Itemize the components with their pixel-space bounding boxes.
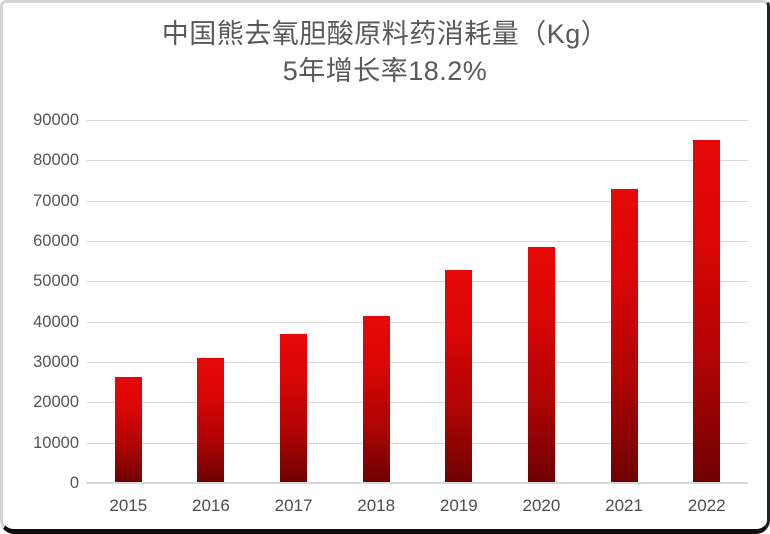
bar-2016: [197, 358, 225, 482]
y-tick-label: 80000: [33, 151, 79, 170]
bar-2021: [610, 189, 638, 482]
bar-2019: [445, 269, 473, 482]
chart-title-line2: 5年增长率18.2%: [282, 56, 488, 86]
bar-2017: [280, 333, 308, 482]
gridline: [87, 402, 748, 404]
chart-title: 中国熊去氧胆酸原料药消耗量（Kg） 5年增长率18.2%: [3, 16, 767, 90]
y-tick-label: 40000: [33, 312, 79, 331]
x-tick-label: 2022: [687, 496, 726, 515]
gridline: [87, 362, 748, 363]
y-tick-label: 30000: [33, 353, 79, 371]
plot-area: [87, 120, 748, 484]
x-tick-label: 2016: [192, 496, 230, 515]
bar-2018: [362, 315, 390, 482]
gridline: [87, 120, 748, 121]
x-tick-label: 2020: [522, 496, 561, 515]
x-tick-label: 2018: [357, 496, 396, 515]
gridline: [87, 200, 748, 202]
y-tick-label: 70000: [33, 191, 79, 210]
gridline: [87, 241, 748, 242]
bar-2020: [527, 246, 555, 482]
chart-title-line1: 中国熊去氧胆酸原料药消耗量（Kg）: [161, 19, 609, 49]
x-tick-label: 2019: [439, 496, 478, 515]
x-tick-label: 2015: [109, 496, 148, 515]
y-tick-label: 50000: [33, 272, 79, 291]
x-tick-label: 2021: [605, 496, 643, 515]
y-axis-labels: 0 10000 20000 30000 40000 50000 60000 70000 8000…: [3, 3, 79, 529]
gridline: [87, 160, 748, 162]
gridline: [87, 281, 748, 283]
y-tick-label: 10000: [33, 433, 79, 452]
y-tick-label: 90000: [33, 111, 79, 129]
y-tick-label: 0: [69, 474, 79, 492]
x-axis-labels: 2015 2016 2017 2018 2019 2020 2021 2022: [87, 495, 748, 521]
y-tick-label: 20000: [33, 393, 79, 412]
y-tick-label: 60000: [33, 232, 79, 250]
x-axis-line: [87, 482, 748, 484]
bar-2022: [693, 139, 721, 482]
x-tick-label: 2017: [274, 496, 313, 515]
bar-2015: [114, 377, 142, 482]
gridline: [87, 321, 748, 323]
gridline: [87, 442, 748, 444]
